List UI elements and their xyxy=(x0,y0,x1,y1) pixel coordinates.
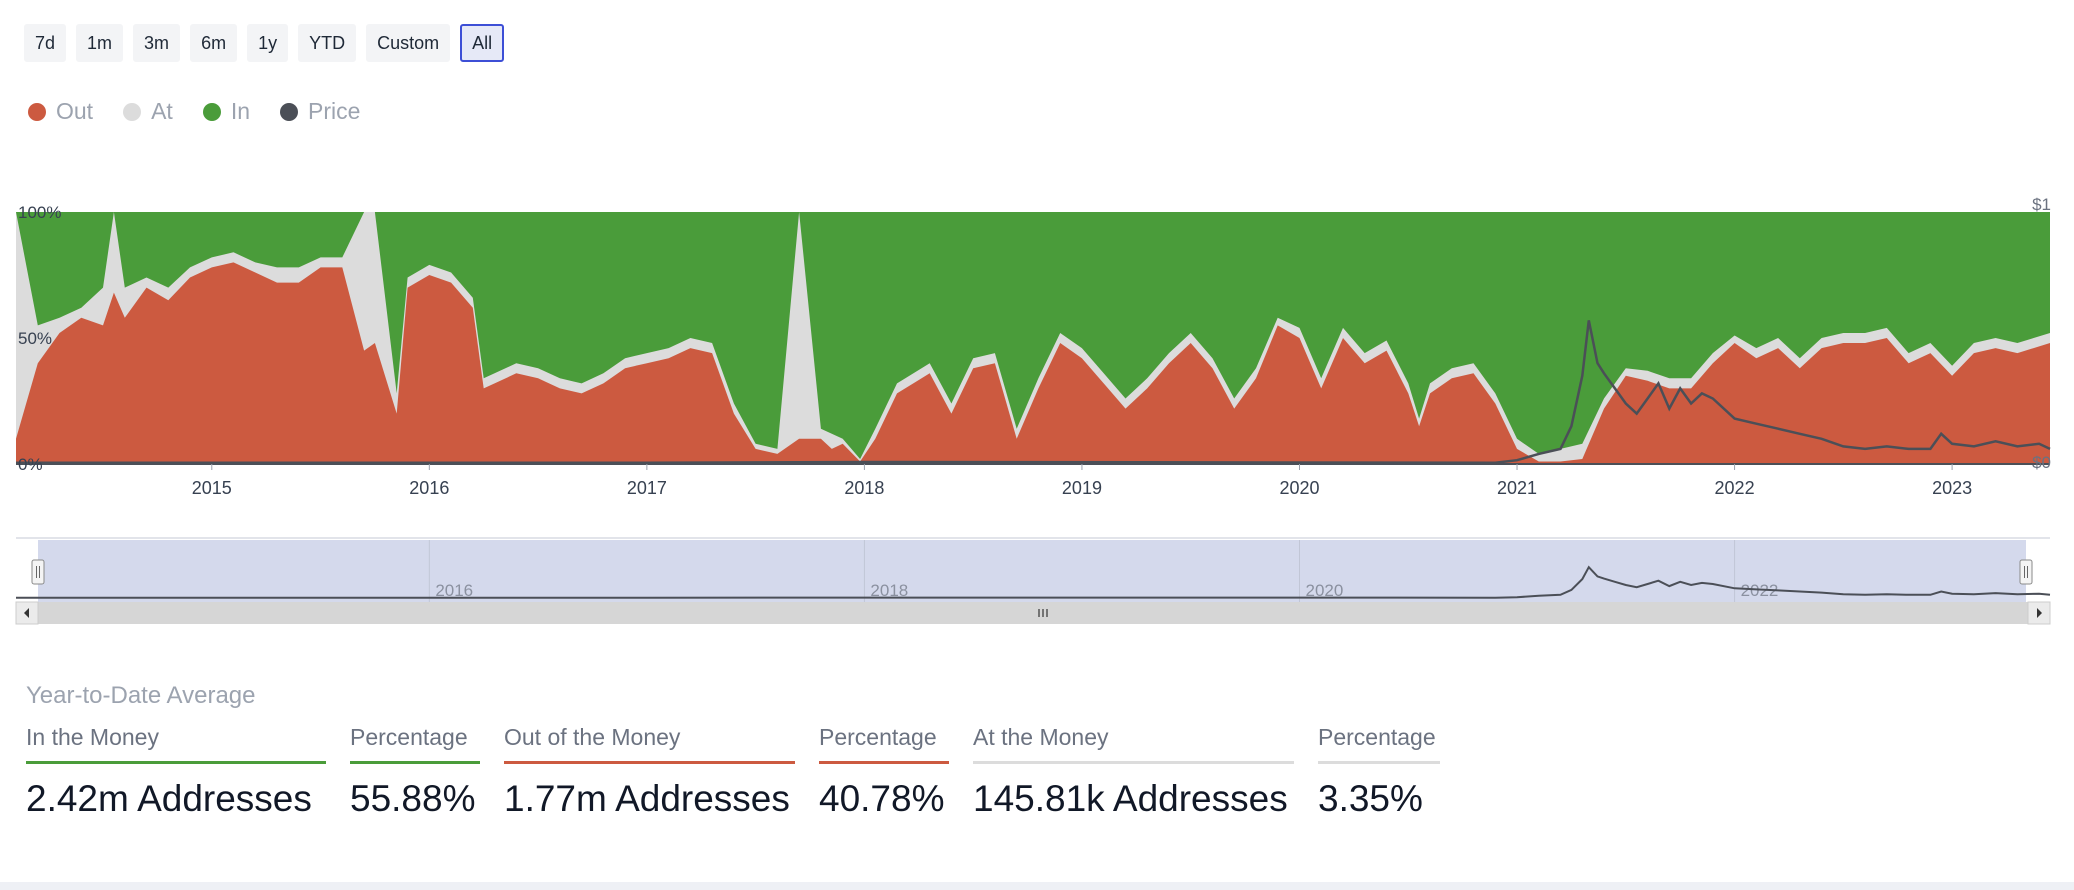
x-tick-label: 2018 xyxy=(844,478,884,498)
x-tick-label: 2017 xyxy=(627,478,667,498)
legend-dot-out xyxy=(28,102,46,121)
area-out xyxy=(16,262,2050,464)
stat-value: 145.81k Addresses xyxy=(973,778,1288,819)
legend-label-at: At xyxy=(151,98,173,124)
legend-item-price[interactable]: Price xyxy=(280,98,360,125)
stat-value: 55.88% xyxy=(350,778,476,819)
price-line xyxy=(16,320,2051,464)
chart-legend: Out At In Price xyxy=(28,98,360,125)
navigator-scrollbar[interactable] xyxy=(16,602,2050,624)
bottom-divider xyxy=(0,882,2074,890)
x-tick-label: 2022 xyxy=(1715,478,1755,498)
x-tick-label: 2015 xyxy=(192,478,232,498)
legend-label-in: In xyxy=(230,98,250,124)
x-tick-label: 2021 xyxy=(1497,478,1537,498)
range-ytd-button[interactable]: YTD xyxy=(298,24,357,62)
x-tick-label: 2020 xyxy=(1279,478,1319,498)
stat-value: 40.78% xyxy=(819,778,945,819)
navigator-label: 2016 xyxy=(435,581,473,600)
y-tick-label: 100% xyxy=(18,203,61,222)
stat-label: Percentage xyxy=(350,724,480,764)
legend-item-at[interactable]: At xyxy=(123,98,173,125)
y-tick-label: 50% xyxy=(18,329,52,348)
legend-item-out[interactable]: Out xyxy=(28,98,93,125)
navigator-price-line xyxy=(16,565,2051,599)
range-selector: 7d 1m 3m 6m 1y YTD Custom All xyxy=(24,24,505,62)
stat-value: 1.77m Addresses xyxy=(504,778,790,819)
stat-at-the-money: At the Money 145.81k Addresses xyxy=(973,724,1294,820)
right-axis-label: $1 xyxy=(2032,195,2051,214)
range-1m-button[interactable]: 1m xyxy=(76,24,124,62)
legend-label-price: Price xyxy=(308,98,361,124)
range-3m-button[interactable]: 3m xyxy=(133,24,181,62)
navigator-selection xyxy=(38,540,2026,602)
arrow-right-icon xyxy=(2037,608,2042,618)
arrow-left-icon xyxy=(24,608,29,618)
stats-title: Year-to-Date Average xyxy=(26,682,256,709)
legend-dot-in xyxy=(202,102,221,121)
navigator-label: 2020 xyxy=(1305,581,1343,600)
right-axis-label: $0 xyxy=(2032,453,2051,472)
range-6m-button[interactable]: 6m xyxy=(190,24,238,62)
stat-label: In the Money xyxy=(26,724,326,764)
x-tick-label: 2019 xyxy=(1062,478,1102,498)
navigator-left-handle[interactable] xyxy=(31,559,45,585)
navigator-label: 2018 xyxy=(870,581,908,600)
range-7d-button[interactable]: 7d xyxy=(24,24,67,62)
stat-label: At the Money xyxy=(973,724,1294,764)
stat-value: 2.42m Addresses xyxy=(26,778,312,819)
legend-dot-at xyxy=(123,102,142,121)
stat-in-percentage: Percentage 55.88% xyxy=(350,724,480,820)
range-custom-button[interactable]: Custom xyxy=(366,24,451,62)
legend-label-out: Out xyxy=(56,98,94,124)
stat-out-percentage: Percentage 40.78% xyxy=(819,724,949,820)
stat-at-percentage: Percentage 3.35% xyxy=(1318,724,1440,820)
navigator-right-handle[interactable] xyxy=(2019,559,2033,585)
stat-out-of-the-money: Out of the Money 1.77m Addresses xyxy=(504,724,795,820)
range-all-button[interactable]: All xyxy=(460,24,505,62)
legend-dot-price xyxy=(280,102,298,121)
y-tick-label: 0% xyxy=(18,455,43,474)
x-tick-label: 2016 xyxy=(409,478,449,498)
x-tick-label: 2023 xyxy=(1932,478,1972,498)
stat-label: Percentage xyxy=(819,724,949,764)
main-chart: 0% 50% 100% $1 $0 2015 2016 2017 2018 2019 2020 202… xyxy=(15,195,2051,625)
range-1y-button[interactable]: 1y xyxy=(247,24,289,62)
stat-label: Percentage xyxy=(1318,724,1440,764)
stat-in-the-money: In the Money 2.42m Addresses xyxy=(26,724,326,820)
stat-label: Out of the Money xyxy=(504,724,795,764)
legend-item-in[interactable]: In xyxy=(202,98,250,125)
stat-value: 3.35% xyxy=(1318,778,1423,819)
